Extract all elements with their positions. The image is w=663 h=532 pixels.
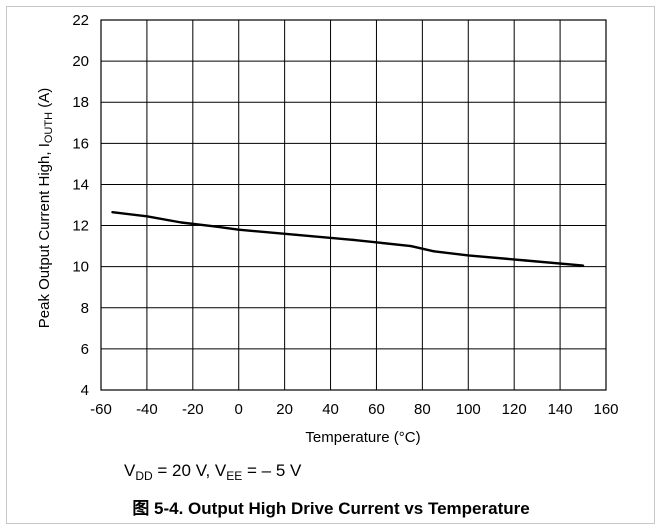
grid	[100, 19, 607, 391]
x-axis-title: Temperature (°C)	[305, 429, 420, 446]
data-point	[145, 215, 149, 218]
data-point	[409, 244, 413, 248]
data-point	[180, 221, 183, 224]
x-tick-label: 20	[276, 401, 293, 418]
x-tick-label: 100	[456, 401, 481, 418]
data-point	[294, 233, 298, 237]
x-tick-label: 160	[593, 401, 618, 418]
x-tick-label: -60	[90, 401, 112, 418]
y-tick-label: 18	[72, 94, 89, 111]
x-tick-label: -40	[136, 401, 158, 418]
x-tick-label: 40	[322, 401, 339, 418]
x-tick-label: 140	[548, 401, 573, 418]
data-point	[237, 228, 240, 231]
y-tick-label: 6	[81, 341, 89, 358]
figure-caption: 图 5-4. Output High Drive Current vs Temp…	[132, 499, 529, 518]
data-point	[111, 210, 114, 214]
series-points	[111, 210, 585, 267]
y-tick-label: 22	[72, 12, 89, 29]
x-tick-label: 80	[414, 401, 431, 418]
y-tick-label: 20	[72, 53, 89, 70]
x-tick-label: 0	[235, 401, 243, 418]
y-tick-label: 12	[72, 218, 89, 235]
data-point	[352, 238, 355, 242]
x-tick-label: 60	[368, 401, 385, 418]
data-point	[214, 225, 217, 228]
x-tick-label: 120	[502, 401, 527, 418]
y-tick-label: 4	[81, 382, 89, 399]
y-axis-title: Peak Output Current High, IOUTH (A)	[36, 88, 55, 328]
data-point	[524, 259, 527, 262]
x-tick-labels: -60 -40 -20 0 20 40 60 80 100 120 140 160	[90, 401, 618, 418]
plot-border	[100, 19, 607, 391]
series-line	[112, 211, 584, 267]
data-point	[467, 254, 470, 257]
y-tick-label: 16	[72, 135, 89, 152]
y-tick-labels: 4 6 8 10 12 14 16 18 20 22	[72, 12, 89, 399]
y-tick-label: 14	[72, 176, 89, 193]
data-point	[581, 264, 585, 267]
y-tick-label: 8	[81, 300, 89, 317]
x-tick-label: -20	[182, 401, 204, 418]
y-tick-label: 10	[72, 259, 89, 276]
test-conditions: VDD = 20 V, VEE = – 5 V	[124, 461, 302, 483]
data-point	[432, 250, 436, 253]
